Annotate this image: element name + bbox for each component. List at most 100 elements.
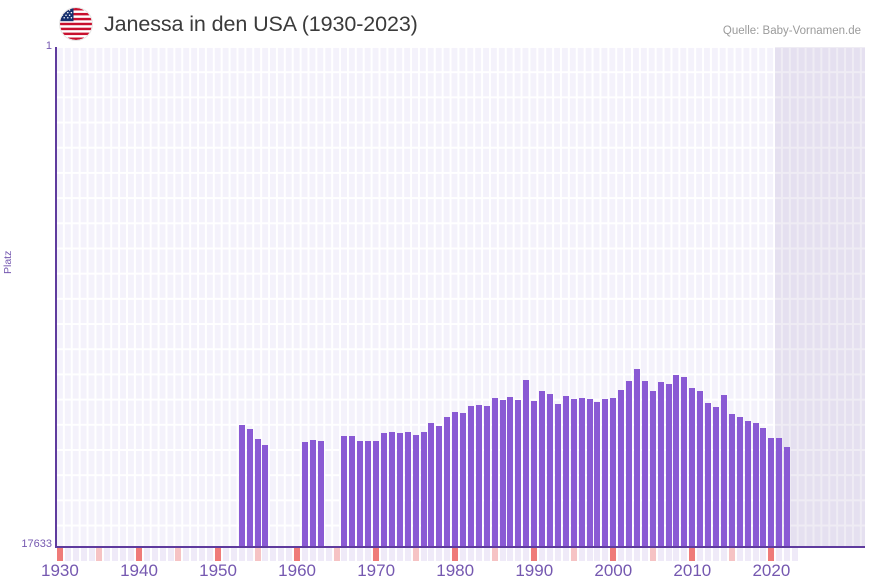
year-marker [483, 548, 490, 561]
bar[interactable] [697, 391, 704, 547]
bar[interactable] [381, 433, 387, 547]
year-marker [151, 548, 158, 561]
year-marker [768, 548, 775, 561]
bar[interactable] [412, 434, 419, 547]
bar[interactable] [626, 381, 633, 547]
bar[interactable] [720, 395, 727, 547]
bar[interactable] [475, 405, 482, 547]
bar[interactable] [665, 384, 672, 547]
bar[interactable] [428, 423, 435, 547]
bar[interactable] [420, 432, 427, 547]
bar[interactable] [483, 405, 490, 547]
bar[interactable] [768, 438, 775, 547]
bar[interactable] [404, 431, 411, 547]
year-marker [594, 548, 601, 561]
bar[interactable] [689, 388, 696, 547]
bar[interactable] [452, 412, 459, 547]
bar[interactable] [254, 438, 261, 547]
bar[interactable] [633, 369, 640, 547]
bar[interactable] [657, 382, 664, 547]
year-marker [554, 548, 561, 561]
bar[interactable] [641, 381, 648, 547]
year-marker [222, 548, 229, 561]
bar[interactable] [760, 428, 767, 547]
bar[interactable] [531, 401, 538, 547]
bar[interactable] [673, 375, 680, 547]
year-marker [713, 548, 719, 561]
bar[interactable] [317, 440, 324, 547]
bar[interactable] [301, 442, 308, 547]
bar[interactable] [586, 399, 593, 547]
year-marker [183, 548, 190, 561]
bar[interactable] [602, 399, 609, 547]
year-marker [396, 548, 403, 561]
y-axis-line [55, 47, 57, 548]
year-marker [309, 548, 316, 561]
bar[interactable] [578, 398, 585, 547]
bar[interactable] [373, 440, 380, 547]
year-marker [246, 548, 253, 561]
bar[interactable] [444, 417, 451, 547]
year-marker [728, 548, 735, 561]
bar[interactable] [784, 447, 791, 547]
year-marker [143, 548, 150, 561]
year-marker [562, 548, 569, 561]
bar[interactable] [507, 397, 514, 547]
year-marker [199, 548, 206, 561]
year-marker [341, 548, 348, 561]
bar[interactable] [681, 377, 688, 547]
bar[interactable] [547, 394, 553, 547]
year-marker [56, 548, 63, 561]
bar[interactable] [246, 428, 253, 547]
bar[interactable] [728, 414, 735, 547]
bar[interactable] [776, 438, 783, 547]
bar[interactable] [388, 431, 395, 547]
bar[interactable] [594, 402, 601, 547]
bar[interactable] [523, 380, 530, 547]
bar[interactable] [341, 435, 348, 547]
year-marker [547, 548, 553, 561]
bar[interactable] [736, 417, 743, 547]
bar[interactable] [752, 423, 759, 547]
bar[interactable] [713, 407, 719, 547]
bar[interactable] [396, 432, 403, 547]
bar[interactable] [515, 400, 522, 547]
bar[interactable] [365, 441, 372, 547]
bar[interactable] [357, 441, 364, 547]
year-marker [626, 548, 633, 561]
bar[interactable] [262, 445, 269, 547]
bar-series[interactable] [56, 47, 865, 547]
x-axis-tick-label: 2000 [594, 561, 633, 580]
year-marker [586, 548, 593, 561]
bar[interactable] [554, 404, 561, 547]
bar[interactable] [649, 391, 656, 547]
year-marker [191, 548, 198, 561]
bar[interactable] [705, 403, 712, 547]
year-marker [135, 548, 142, 561]
bar[interactable] [562, 396, 569, 547]
bar[interactable] [349, 435, 356, 547]
year-marker [602, 548, 609, 561]
bar[interactable] [491, 398, 498, 547]
bar[interactable] [238, 425, 245, 547]
bar[interactable] [539, 391, 546, 547]
x-axis-tick-label: 1940 [120, 561, 158, 580]
bar[interactable] [610, 398, 617, 547]
bar[interactable] [618, 390, 625, 547]
x-axis-tick-label: 2010 [673, 561, 712, 580]
plot-area [56, 47, 865, 547]
usa-flag-icon [60, 8, 92, 40]
bar[interactable] [467, 406, 474, 547]
year-marker [294, 548, 301, 561]
bar[interactable] [309, 440, 316, 547]
bar[interactable] [744, 421, 751, 547]
year-marker [452, 548, 459, 561]
bar[interactable] [436, 425, 443, 547]
bar[interactable] [460, 413, 467, 547]
year-marker [104, 548, 111, 561]
bar[interactable] [570, 399, 577, 547]
bar[interactable] [499, 400, 506, 547]
y-axis-title: Platz [2, 250, 14, 274]
year-marker [207, 548, 214, 561]
year-marker [388, 548, 395, 561]
